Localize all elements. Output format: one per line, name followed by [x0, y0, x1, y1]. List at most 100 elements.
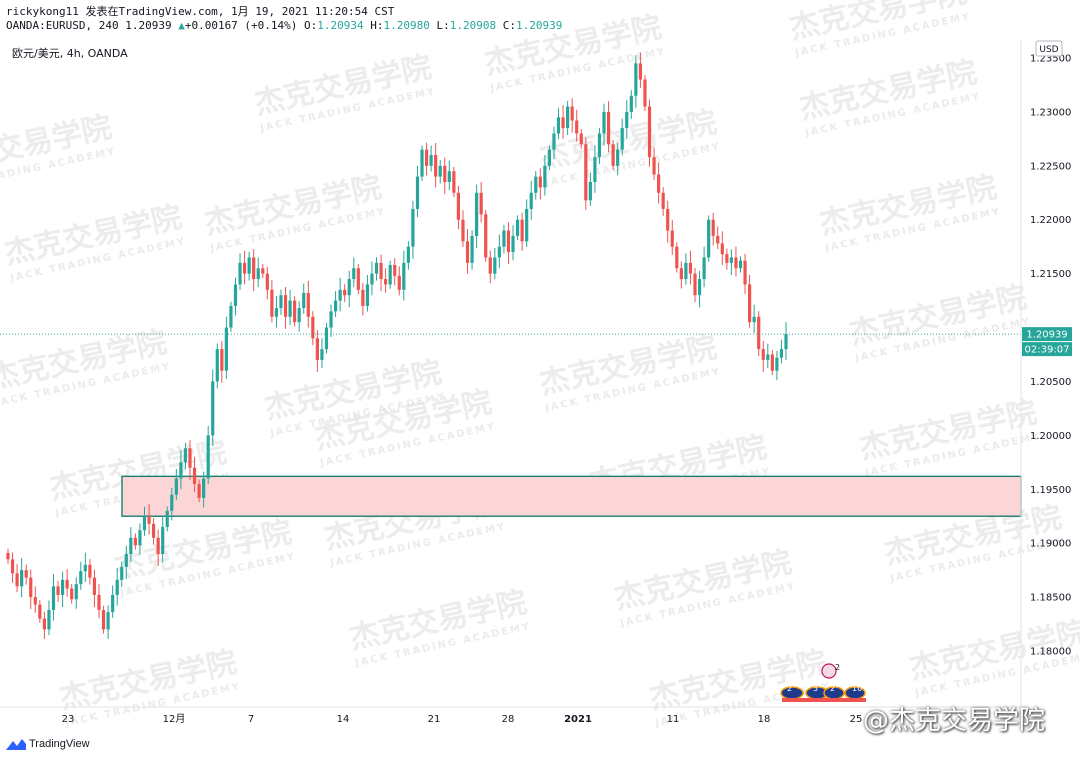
candle	[202, 471, 206, 508]
candle	[88, 559, 92, 585]
candle	[606, 101, 611, 153]
price-tick-label: 1.22000	[1030, 215, 1071, 226]
price-tick-label: 1.21500	[1030, 269, 1071, 280]
candle	[702, 246, 706, 288]
candle	[156, 529, 160, 567]
ohlc-low: 1.20908	[449, 19, 497, 32]
candle	[165, 506, 169, 532]
candle	[261, 263, 265, 278]
candle	[579, 129, 583, 149]
candle	[252, 249, 256, 292]
candle	[547, 145, 552, 171]
time-tick-label: 2021	[564, 714, 592, 725]
candle	[220, 340, 224, 383]
time-tick-label: 11	[667, 714, 680, 725]
candle	[543, 155, 547, 196]
candle	[415, 165, 420, 218]
publisher-line: rickykong11 发表在TradingView.com, 1月 19, 2…	[6, 5, 395, 18]
candle	[434, 142, 438, 188]
candle	[393, 258, 397, 286]
candle	[561, 105, 565, 139]
candle	[602, 103, 606, 146]
last-price-label: 1.20939	[1026, 330, 1067, 341]
candle	[716, 226, 720, 250]
candle	[593, 145, 597, 193]
candle	[302, 283, 306, 314]
candle	[520, 212, 524, 251]
time-tick-label: 12月	[163, 713, 186, 725]
candle	[697, 270, 702, 308]
event-markers[interactable]: 2 2 3 2 10	[780, 663, 866, 702]
candle	[634, 55, 638, 108]
candle	[470, 230, 474, 270]
candle	[79, 561, 83, 590]
demand-zone[interactable]	[121, 475, 1022, 517]
candle	[447, 160, 451, 191]
candle	[566, 100, 570, 135]
candle	[584, 137, 588, 210]
ohlc-open: 1.20934	[317, 19, 364, 32]
candle	[620, 118, 624, 156]
candle	[575, 109, 579, 142]
candle	[74, 577, 78, 609]
candle	[356, 263, 360, 295]
candle	[734, 246, 738, 277]
candle	[183, 442, 188, 470]
chart-symbol-label[interactable]: 欧元/美元, 4h, OANDA	[12, 47, 128, 60]
candle	[748, 274, 752, 328]
candle	[120, 561, 124, 587]
candle	[124, 545, 128, 579]
candle	[306, 280, 310, 328]
candle	[161, 516, 165, 563]
currency-badge[interactable]: USD	[1035, 40, 1063, 57]
tradingview-brand[interactable]: TradingView	[6, 738, 90, 750]
candle	[452, 166, 456, 198]
price-tick-label: 1.23000	[1030, 107, 1071, 118]
candle	[465, 229, 470, 274]
time-tick-label: 28	[502, 714, 515, 725]
candle	[311, 311, 315, 346]
candle	[661, 187, 665, 216]
candle	[361, 282, 365, 316]
price-axis[interactable]: 1.18000 1.18500 1.19000 1.19500 1.20000 1.205…	[1030, 54, 1071, 658]
candle	[752, 304, 756, 333]
last-price-tag: 1.20939 02:39:07	[1022, 327, 1072, 357]
candle	[229, 301, 233, 332]
candle	[206, 425, 210, 485]
time-tick-label: 21	[428, 714, 441, 725]
candle	[265, 266, 269, 300]
candle	[270, 280, 274, 323]
candle	[179, 450, 183, 490]
candle	[420, 145, 424, 181]
time-tick-label: 14	[337, 714, 350, 725]
candle	[652, 147, 656, 181]
candle	[484, 210, 488, 262]
time-tick-label: 23	[62, 714, 75, 725]
candle	[506, 222, 511, 265]
candle	[101, 605, 106, 634]
candle	[343, 284, 347, 303]
candle	[329, 304, 333, 338]
candle	[534, 170, 538, 200]
candle	[743, 253, 747, 294]
candle	[515, 215, 520, 241]
tradingview-brand-label: TradingView	[29, 738, 90, 750]
candle	[757, 311, 761, 357]
candle	[247, 251, 251, 281]
candle	[616, 142, 620, 176]
time-axis[interactable]: 23 12月 7 14 21 28 2021 11 18 25	[62, 713, 863, 725]
candle	[570, 98, 574, 133]
candle	[693, 268, 697, 303]
candle	[629, 90, 633, 119]
candle	[374, 257, 379, 281]
candle	[224, 316, 228, 379]
candle	[129, 527, 133, 563]
candle	[643, 75, 647, 111]
